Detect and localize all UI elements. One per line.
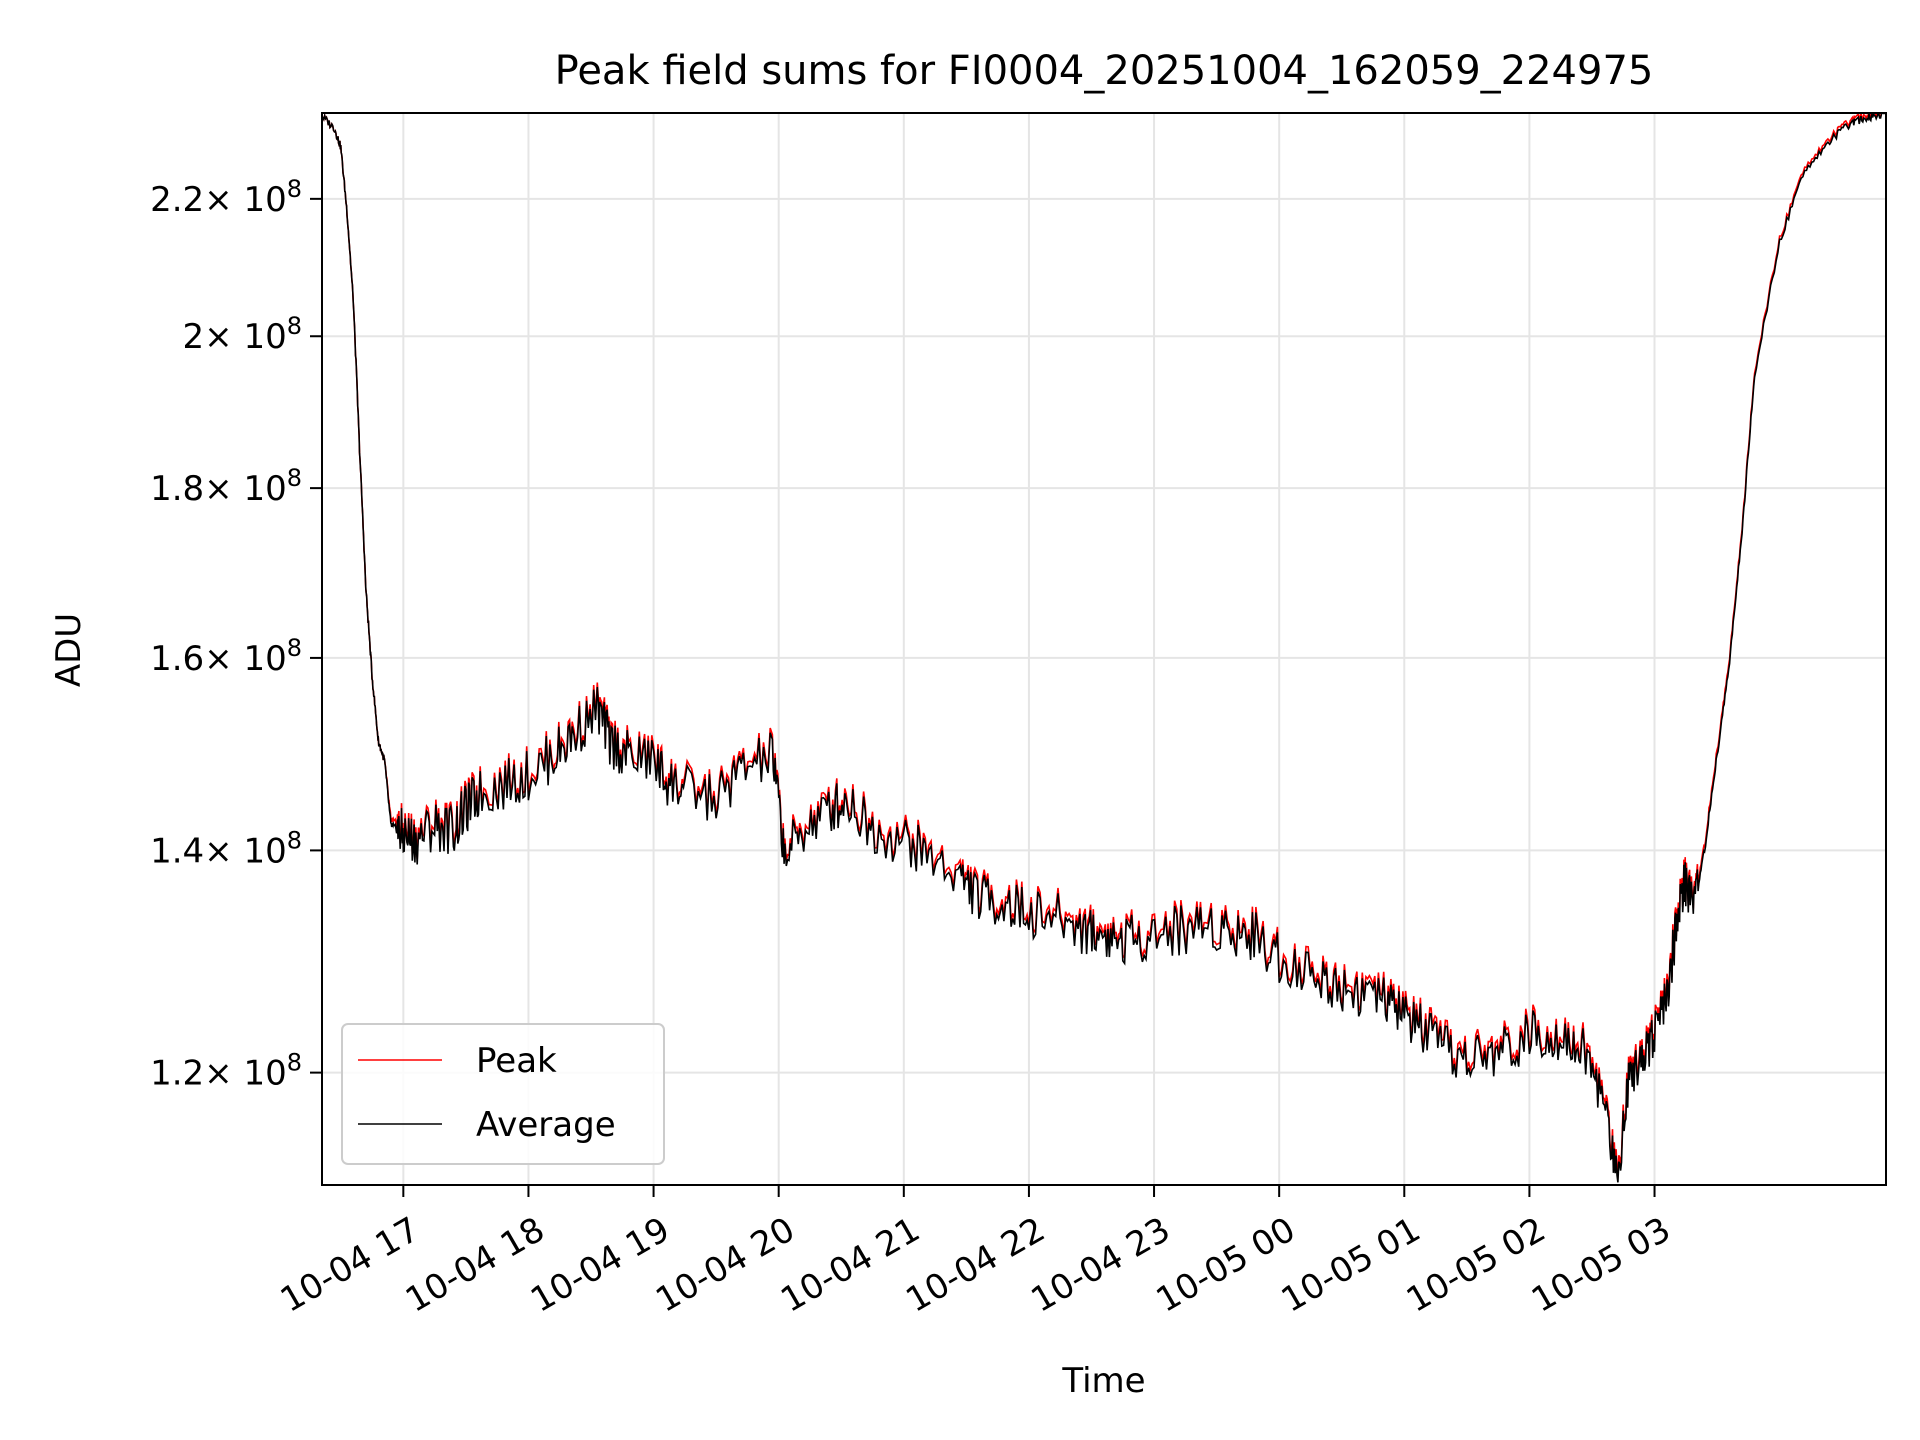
y-axis-ticks: 1.2× 108 1.4× 108 1.6× 108 1.8× 108 2× 108 2.… — [150, 175, 322, 1094]
y-tick-label: 1.2× 108 — [150, 1049, 302, 1094]
y-tick-label: 1.4× 108 — [150, 826, 302, 871]
legend: Peak Average — [341, 1023, 665, 1165]
y-tick-label: 2.2× 108 — [150, 175, 302, 220]
plot-series — [322, 113, 1886, 1183]
y-axis-label: ADU — [49, 613, 89, 687]
x-axis-label: Time — [1061, 1361, 1145, 1401]
y-tick-label: 1.6× 108 — [150, 634, 302, 679]
plot-frame — [321, 112, 1887, 1186]
y-tick-label: 2× 108 — [183, 312, 302, 357]
chart-title: Peak field sums for FI0004_20251004_1620… — [555, 48, 1654, 94]
grid — [322, 113, 1886, 1185]
y-tick-label: 1.8× 108 — [150, 464, 302, 509]
legend-label-average: Average — [476, 1105, 616, 1145]
legend-box — [341, 1023, 665, 1165]
series-line-average — [322, 113, 1886, 1183]
legend-label-peak: Peak — [476, 1041, 557, 1081]
